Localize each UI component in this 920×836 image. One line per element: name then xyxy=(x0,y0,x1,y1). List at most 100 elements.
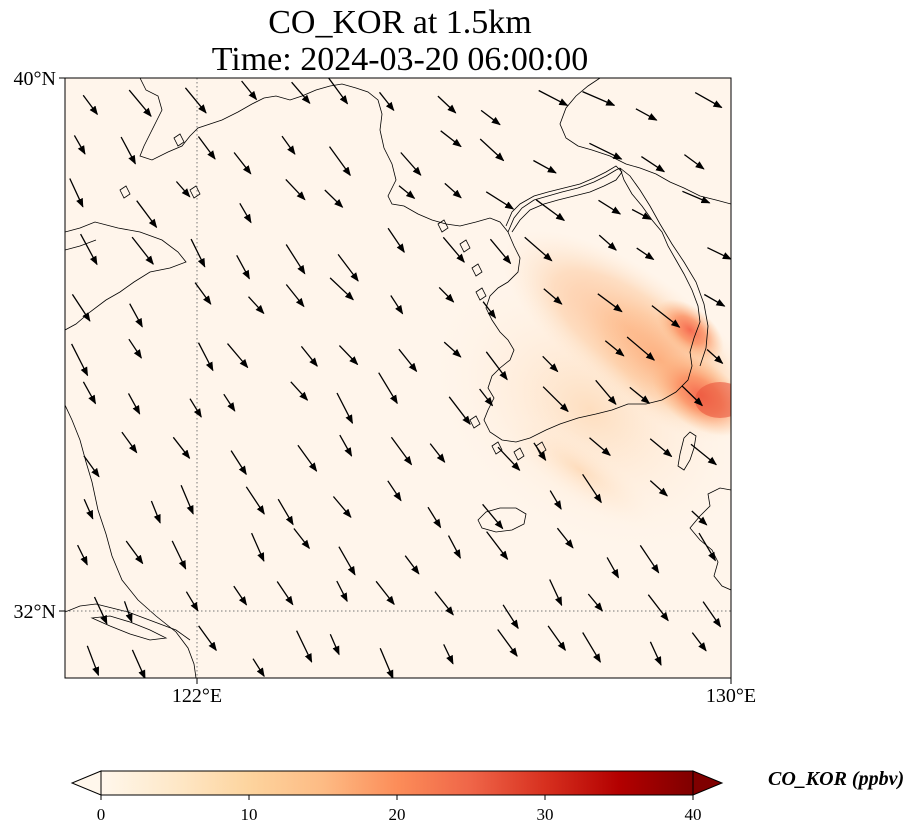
coastline-korea-east xyxy=(619,167,709,367)
wind-arrow xyxy=(239,202,252,224)
wind-vectors xyxy=(69,78,731,678)
wind-arrow xyxy=(582,91,616,106)
wind-arrow xyxy=(327,78,349,105)
wind-arrow xyxy=(649,438,673,458)
wind-arrow xyxy=(682,190,711,204)
wind-arrow xyxy=(629,386,651,404)
wind-arrow xyxy=(233,585,248,606)
x-tick-label-130e: 130°E xyxy=(706,685,756,707)
wind-arrow xyxy=(120,136,136,165)
wind-arrow xyxy=(635,108,658,121)
wind-arrow xyxy=(230,450,247,476)
wind-arrow xyxy=(379,647,394,678)
wind-arrow xyxy=(175,181,191,198)
wind-arrow xyxy=(400,152,422,176)
wind-arrow xyxy=(582,473,602,504)
wind-arrow xyxy=(136,200,158,229)
wind-arrow xyxy=(129,303,143,328)
wind-arrow xyxy=(489,238,512,265)
wind-arrow xyxy=(485,351,508,381)
wind-arrow xyxy=(69,178,84,208)
wind-arrow xyxy=(641,156,666,173)
wind-arrow xyxy=(598,234,617,251)
wind-arrow xyxy=(300,345,318,367)
wind-arrow xyxy=(547,625,566,652)
wind-arrow xyxy=(427,506,442,529)
wind-arrow xyxy=(524,236,553,262)
island-tsushima xyxy=(677,431,697,471)
wind-arrow xyxy=(194,282,212,305)
coastline-northeast xyxy=(559,78,731,205)
wind-arrow xyxy=(636,247,655,261)
wind-arrow xyxy=(180,485,194,515)
wind-arrow xyxy=(681,385,703,407)
wind-arrow xyxy=(236,254,250,280)
wind-arrow xyxy=(227,343,249,369)
wind-arrow xyxy=(71,294,91,322)
wind-arrow xyxy=(533,159,557,174)
wind-arrow xyxy=(703,293,726,307)
map-subtitle-time: Time: 2024-03-20 06:00:00 xyxy=(211,41,589,78)
wind-arrow xyxy=(290,381,309,401)
wind-arrow xyxy=(223,393,236,412)
cbar-tick-label-20: 20 xyxy=(389,805,406,824)
wind-arrow xyxy=(296,630,313,663)
wind-arrow xyxy=(706,349,724,365)
wind-arrow xyxy=(127,393,141,415)
wind-arrow xyxy=(443,644,454,665)
coastline-kyushu xyxy=(689,487,731,591)
wind-arrow xyxy=(549,579,563,607)
wind-arrow xyxy=(197,136,216,160)
colorbar-extend-min xyxy=(70,770,102,796)
wind-arrow xyxy=(387,480,402,502)
wind-arrow xyxy=(437,95,457,114)
wind-arrow xyxy=(448,396,471,426)
wind-arrow xyxy=(276,581,294,606)
wind-arrow xyxy=(444,182,462,199)
wind-arrow xyxy=(71,343,89,377)
gridlines xyxy=(65,78,731,678)
map-title: CO_KOR at 1.5km xyxy=(268,4,532,41)
wind-arrow xyxy=(589,437,611,456)
wind-arrow xyxy=(83,498,94,520)
wind-arrow xyxy=(589,142,623,160)
wind-arrow xyxy=(171,540,187,570)
wind-arrow xyxy=(338,345,359,366)
wind-arrow xyxy=(121,431,138,454)
wind-arrow xyxy=(297,444,318,472)
wind-arrow xyxy=(185,591,199,612)
cbar-tick-label-0: 0 xyxy=(97,805,106,824)
wind-arrow xyxy=(82,381,97,405)
x-tick-label-122e: 122°E xyxy=(172,685,222,707)
coastline-korea-north xyxy=(507,167,621,233)
wind-arrow xyxy=(479,388,494,407)
wind-arrow xyxy=(497,446,521,471)
coastline-china-south xyxy=(65,404,197,678)
wind-arrow xyxy=(251,532,265,562)
wind-arrow xyxy=(172,436,191,460)
wind-arrow xyxy=(390,295,404,315)
wind-arrow xyxy=(324,189,344,208)
wind-arrow xyxy=(190,238,206,268)
wind-arrow xyxy=(336,580,348,603)
wind-arrow xyxy=(684,154,705,170)
wind-arrow xyxy=(702,601,722,628)
wind-arrow xyxy=(533,442,547,462)
wind-arrow xyxy=(93,596,108,625)
wind-arrow xyxy=(291,81,311,104)
wind-arrow xyxy=(542,355,559,373)
axis-ticks xyxy=(59,77,732,684)
wind-arrow xyxy=(131,236,154,265)
map-frame xyxy=(64,77,732,679)
wind-arrow xyxy=(497,629,518,657)
wind-arrow xyxy=(189,398,202,418)
wind-arrow xyxy=(651,305,681,328)
wind-arrow xyxy=(429,443,446,463)
wind-arrow xyxy=(241,80,258,101)
wind-arrow xyxy=(248,296,265,315)
coastline-china xyxy=(65,221,187,331)
wind-arrow xyxy=(482,301,497,319)
wind-arrow xyxy=(233,152,252,175)
wind-arrow xyxy=(390,436,413,466)
